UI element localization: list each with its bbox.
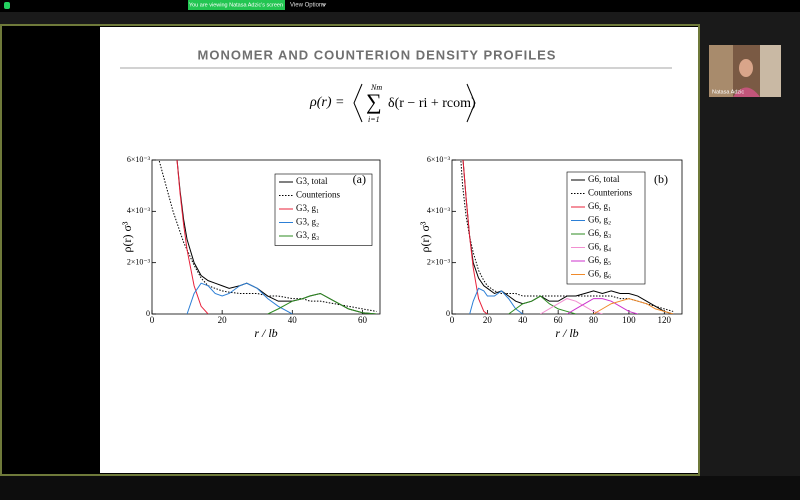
x-tick-label: 40: [518, 315, 528, 325]
legend-label: G3, g₃: [296, 230, 319, 240]
top-bar: [0, 0, 800, 12]
legend-label: G6, g₁: [588, 201, 611, 211]
y-axis-label: ρ(r) σ³: [120, 221, 134, 252]
x-tick-label: 60: [554, 315, 564, 325]
y-axis-label: ρ(r) σ³: [418, 221, 432, 252]
series-line: [593, 298, 674, 314]
bracket-left: [353, 83, 363, 123]
legend-label: Counterions: [296, 190, 340, 200]
y-tick-label: 6×10⁻³: [127, 155, 151, 164]
x-axis-label: r / lb: [555, 326, 578, 340]
x-axis-label: r / lb: [254, 326, 277, 340]
legend-label: G6, total: [588, 174, 620, 184]
slide-title: MONOMER AND COUNTERION DENSITY PROFILES: [198, 47, 557, 62]
series-line: [158, 160, 377, 312]
formula-upper: Nm: [370, 83, 382, 92]
security-icon: [4, 2, 10, 9]
plot-frame: [151, 159, 381, 315]
legend-label: G6, g₆: [588, 269, 611, 279]
legend-box: [566, 171, 646, 285]
bottom-bar: [0, 476, 800, 500]
participant-video: Natasa Adzic: [709, 45, 781, 97]
legend-box: [274, 173, 373, 246]
formula: ρ(r) = ∑ Nm i=1 δ(r − ri + rcom): [309, 83, 476, 124]
viewing-banner: [188, 0, 285, 10]
series-line: [462, 160, 488, 314]
charts: 0 20 40 60 0 2×10⁻³ 4×10⁻³ 6×10⁻³ r / lb ρ(r) σ³ G…: [120, 155, 683, 340]
formula-sum: ∑: [366, 89, 382, 114]
legend-label: G6, g₄: [588, 242, 611, 252]
chart: 0 20 40 60 0 2×10⁻³ 4×10⁻³ 6×10⁻³ r / lb ρ(r) σ³ G…: [120, 155, 381, 340]
legend-label: G6, g₂: [588, 215, 611, 225]
formula-lhs: ρ(r) =: [309, 95, 344, 110]
legend-label: Counterions: [588, 188, 632, 198]
x-tick-label: 0: [150, 315, 155, 325]
x-tick-label: 60: [358, 315, 368, 325]
x-tick-label: 100: [622, 315, 636, 325]
view-options-chevron[interactable]: [321, 3, 327, 7]
view-options[interactable]: View Options: [290, 3, 325, 9]
series-line: [566, 298, 638, 314]
y-tick-label: 2×10⁻³: [427, 257, 451, 266]
series-line: [540, 298, 603, 314]
series-line: [176, 160, 209, 314]
series-line: [469, 287, 524, 314]
series-line: [186, 282, 293, 314]
x-tick-label: 120: [658, 315, 672, 325]
legend-label: G3, total: [296, 176, 328, 186]
formula-lower: i=1: [368, 115, 380, 124]
panel-annotation: (a): [353, 172, 366, 186]
x-tick-label: 20: [218, 315, 228, 325]
shirt: [733, 87, 760, 97]
bracket-right: [466, 83, 476, 123]
y-tick-label: 0: [446, 309, 450, 318]
series-line: [267, 292, 377, 314]
series-line: [508, 295, 576, 314]
legend-label: G6, g₅: [588, 255, 611, 265]
legend-label: G6, g₃: [588, 228, 611, 238]
formula-body: δ(r − ri + rcom): [388, 96, 476, 111]
wall: [760, 45, 781, 97]
y-tick-label: 4×10⁻³: [127, 206, 151, 215]
legend-label: G3, g₁: [296, 203, 319, 213]
bookshelf: [709, 45, 733, 97]
series-line: [462, 160, 674, 314]
x-tick-label: 0: [450, 315, 455, 325]
x-tick-label: 40: [288, 315, 298, 325]
chart: 0 20 40 60 80 100 120 0 2×10⁻³ 4×10⁻³ 6×10⁻³ r / lb…: [418, 155, 683, 340]
y-tick-label: 6×10⁻³: [427, 155, 451, 164]
y-tick-label: 4×10⁻³: [427, 206, 451, 215]
x-tick-label: 80: [589, 315, 599, 325]
panel-annotation: (b): [654, 172, 668, 186]
x-tick-label: 20: [483, 315, 493, 325]
face: [739, 59, 753, 77]
y-tick-label: 0: [146, 309, 150, 318]
participant-name: Natasa Adzic: [712, 89, 744, 95]
y-tick-label: 2×10⁻³: [127, 257, 151, 266]
viewing-banner-text: You are viewing Natasa Adzic's screen: [189, 2, 283, 8]
legend-label: G3, g₂: [296, 217, 319, 227]
